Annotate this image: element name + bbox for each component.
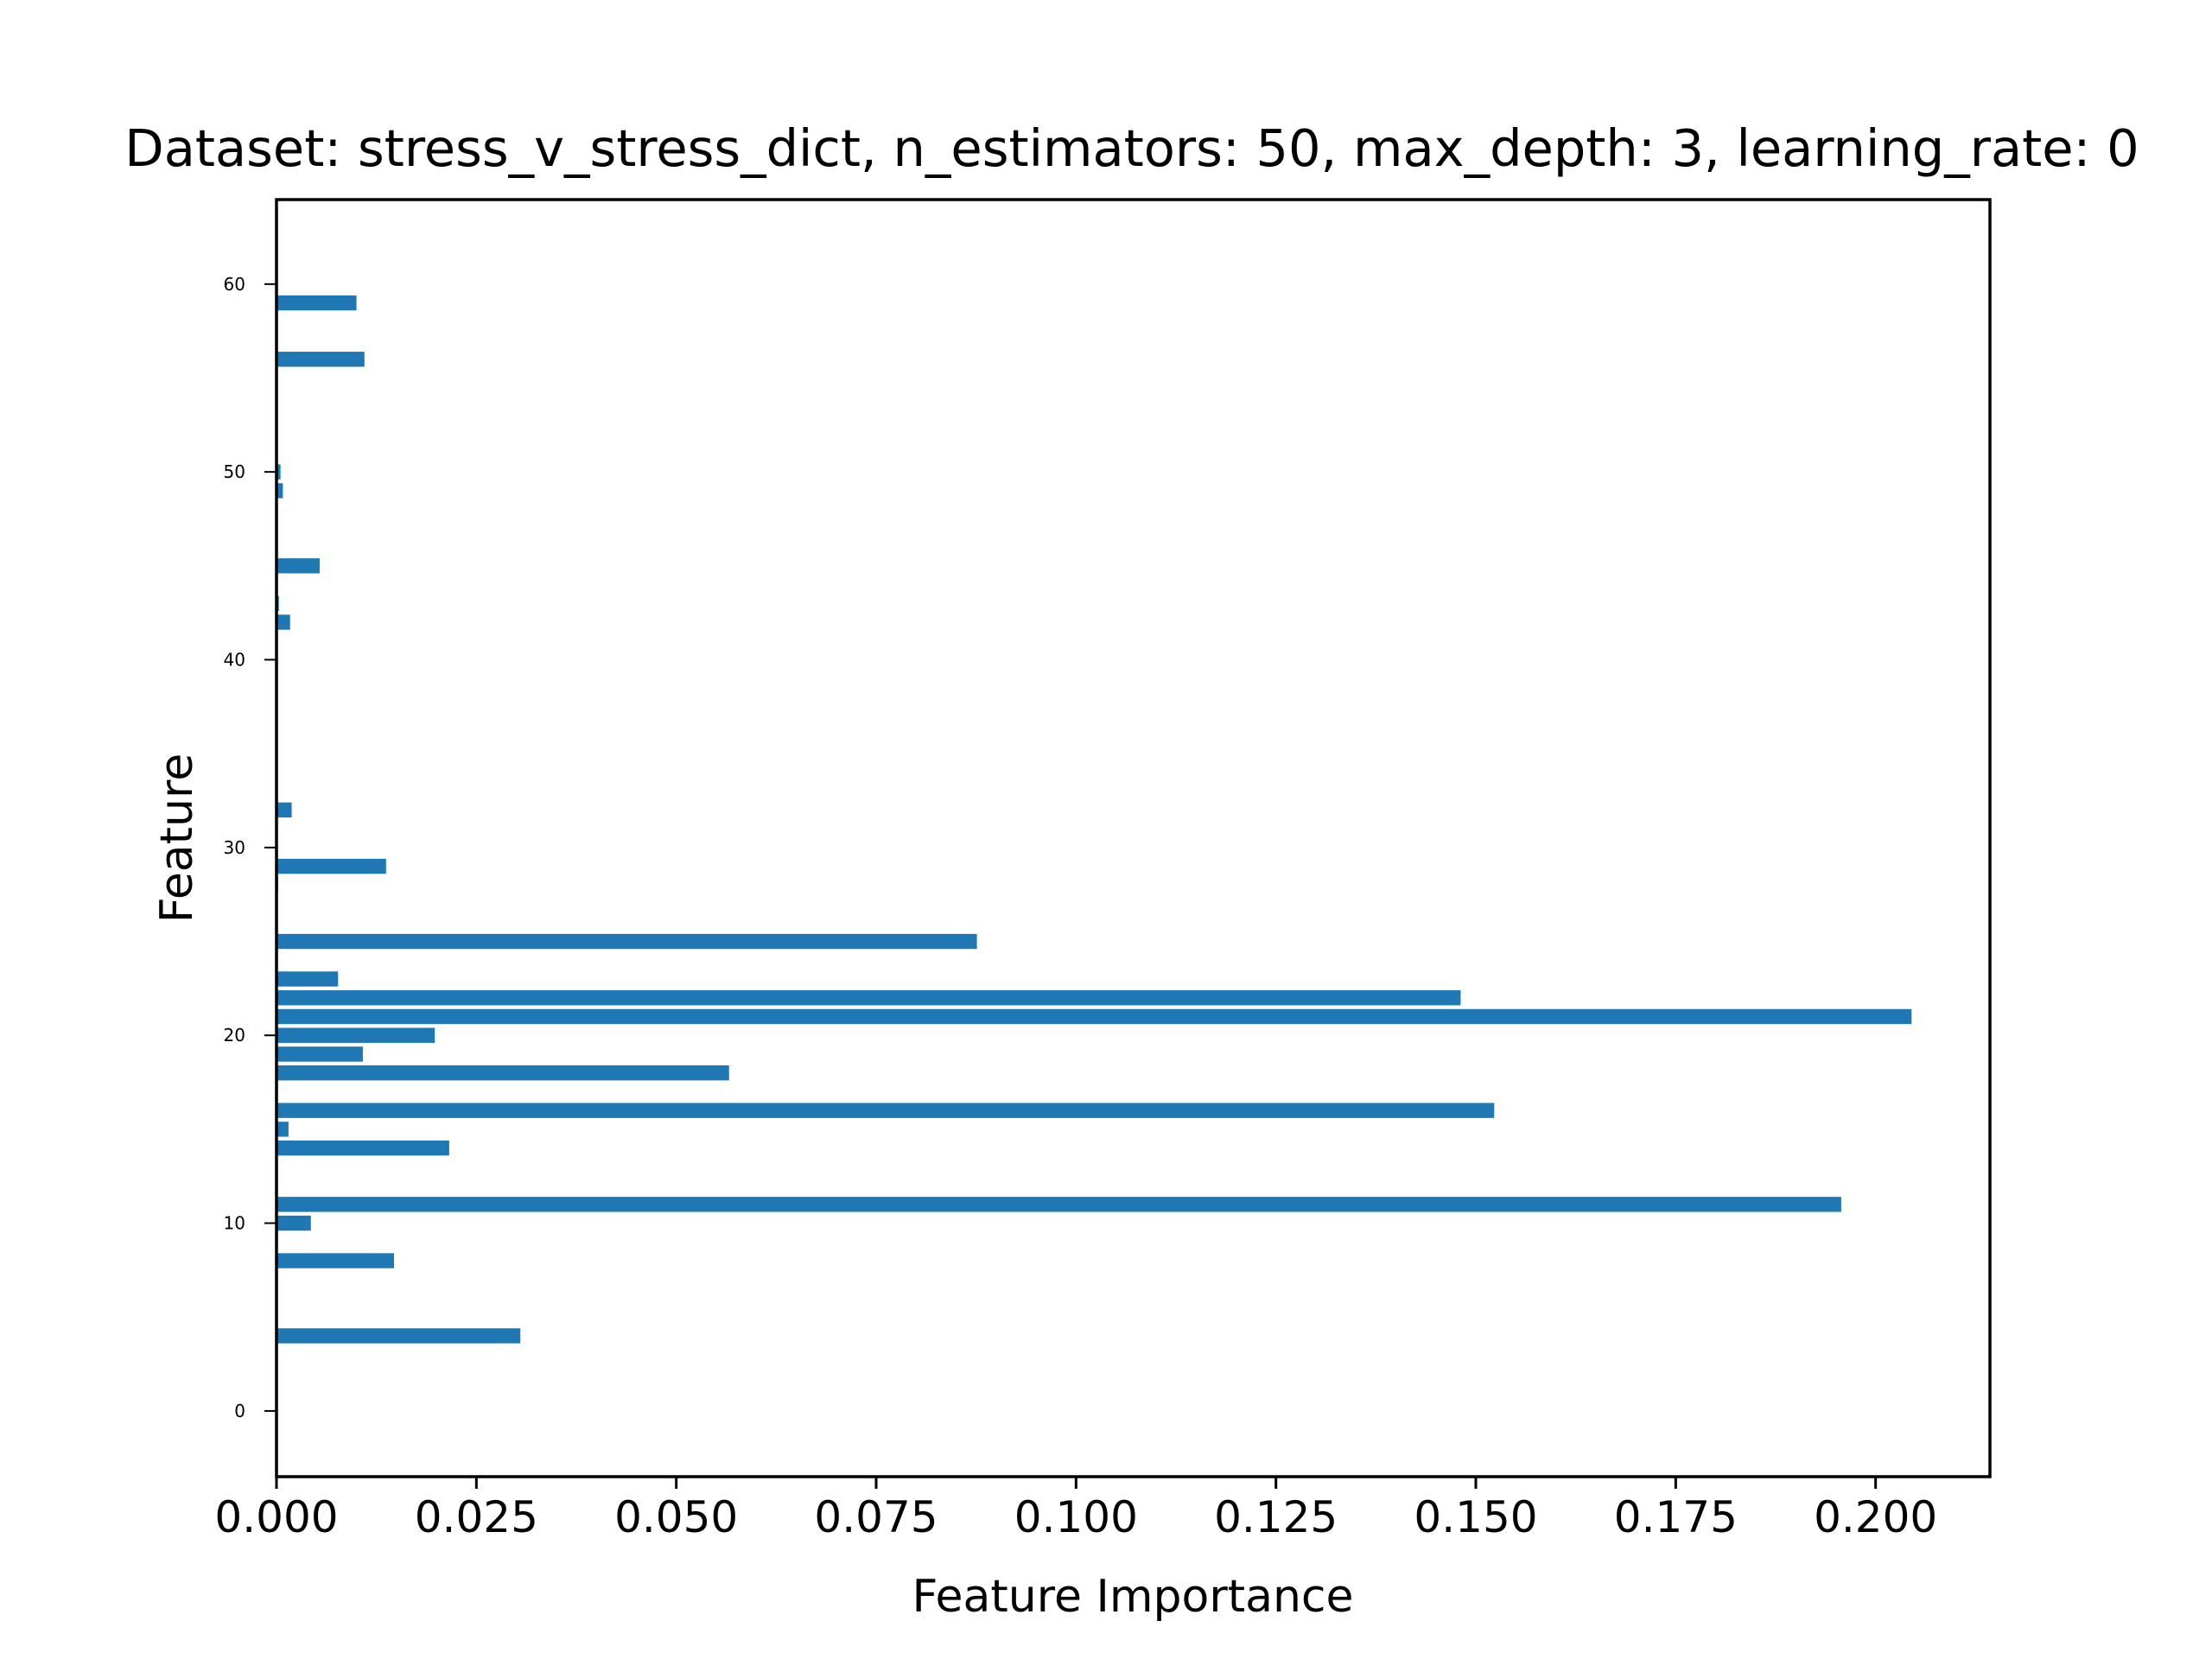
bar-feature-11: [276, 1197, 1841, 1212]
bar-feature-4: [276, 1328, 521, 1344]
bar-feature-23: [276, 971, 339, 987]
y-tick-label: 30: [224, 837, 245, 858]
bar-feature-59: [276, 295, 357, 311]
bar-feature-56: [276, 352, 365, 367]
bar-feature-21: [276, 1008, 1912, 1025]
bar-feature-45: [276, 558, 320, 574]
y-tick-label: 40: [224, 650, 245, 671]
bar-feature-25: [276, 933, 977, 950]
x-tick-label: 0.150: [1414, 1492, 1537, 1542]
x-tick-label: 0.200: [1814, 1492, 1937, 1542]
x-tick-label: 0.125: [1214, 1492, 1338, 1542]
x-tick-label: 0.100: [1014, 1492, 1138, 1542]
y-tick-label: 10: [224, 1213, 245, 1234]
x-tick-label: 0.000: [214, 1492, 338, 1542]
bar-feature-8: [276, 1253, 395, 1268]
y-tick-label: 50: [224, 461, 245, 482]
bar-feature-18: [276, 1065, 729, 1081]
x-axis-ticks: 0.000 0.025 0.050 0.075 0.100 0.125 0.150 0.175…: [214, 1477, 1937, 1542]
bar-feature-14: [276, 1140, 449, 1156]
bar-feature-10: [276, 1215, 311, 1231]
x-tick-label: 0.175: [1614, 1492, 1738, 1542]
y-tick-label: 20: [224, 1025, 245, 1046]
chart-title: Dataset: stress_v_stress_dict, n_estimat…: [124, 118, 2139, 178]
y-tick-label: 60: [224, 274, 245, 295]
bars-group: [276, 295, 1912, 1344]
bar-feature-50: [276, 464, 281, 480]
x-tick-label: 0.050: [614, 1492, 738, 1542]
bar-feature-42: [276, 614, 290, 630]
x-tick-label: 0.025: [415, 1492, 538, 1542]
y-tick-label: 0: [234, 1401, 245, 1421]
bar-feature-32: [276, 802, 292, 818]
x-axis-label: Feature Importance: [912, 1571, 1353, 1623]
y-axis-label: Feature: [151, 753, 203, 924]
x-tick-label: 0.075: [814, 1492, 938, 1542]
y-axis-ticks: 0 10 20 30 40 50 60: [224, 274, 276, 1421]
bar-feature-29: [276, 858, 386, 874]
plot-area-frame: [275, 198, 1992, 1478]
bar-feature-16: [276, 1103, 1495, 1118]
bar-feature-15: [276, 1122, 289, 1137]
bar-feature-19: [276, 1046, 363, 1062]
bar-feature-20: [276, 1027, 435, 1043]
bar-feature-49: [276, 483, 283, 499]
bar-feature-22: [276, 990, 1461, 1006]
